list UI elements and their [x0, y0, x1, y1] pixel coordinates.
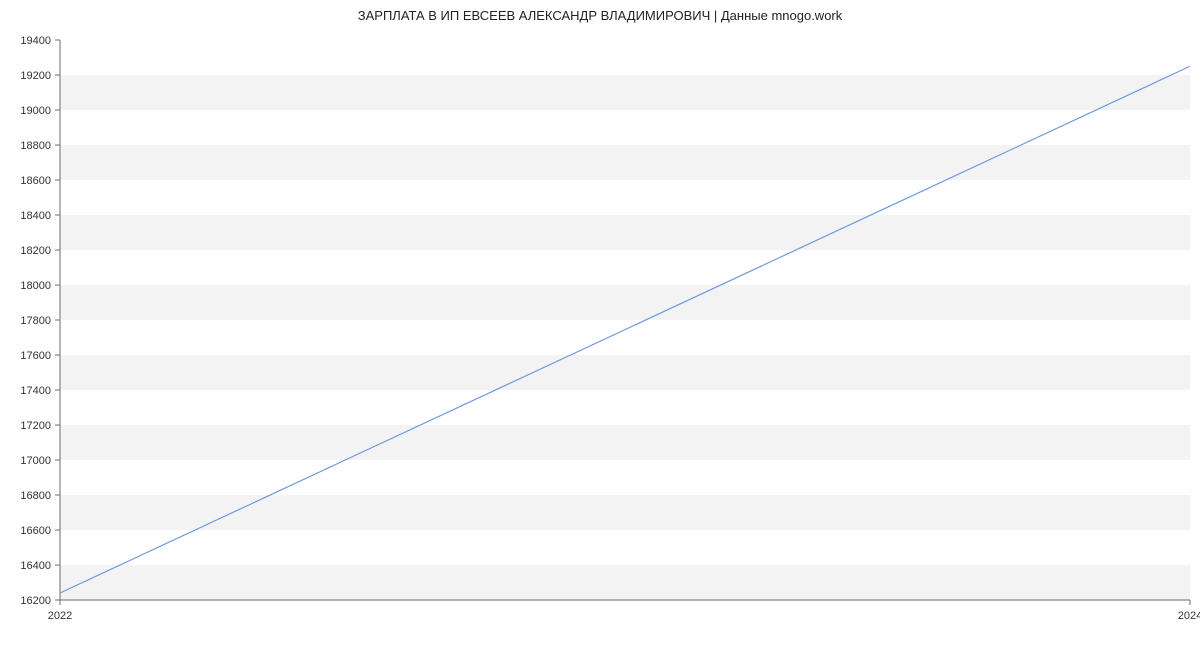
- y-tick-label: 17200: [20, 420, 51, 432]
- y-tick-label: 17000: [20, 455, 51, 467]
- grid-band: [60, 495, 1190, 530]
- grid-band: [60, 145, 1190, 180]
- y-tick-label: 18600: [20, 175, 51, 187]
- y-tick-label: 17800: [20, 315, 51, 327]
- chart-title: ЗАРПЛАТА В ИП ЕВСЕЕВ АЛЕКСАНДР ВЛАДИМИРО…: [0, 8, 1200, 23]
- grid-band: [60, 75, 1190, 110]
- chart-svg: 16200 16400 16600 16800 17000 17200 17400 17600…: [0, 0, 1200, 650]
- grid-band: [60, 355, 1190, 390]
- y-tick-label: 19400: [20, 35, 51, 47]
- y-tick-label: 16800: [20, 490, 51, 502]
- grid-band: [60, 285, 1190, 320]
- y-tick-label: 19000: [20, 105, 51, 117]
- y-tick-label: 16400: [20, 560, 51, 572]
- y-tick-label: 17600: [20, 350, 51, 362]
- x-tick-label: 2022: [48, 610, 72, 622]
- x-tick-label: 2024: [1178, 610, 1200, 622]
- y-tick-label: 18400: [20, 210, 51, 222]
- y-tick-label: 16600: [20, 525, 51, 537]
- y-tick-label: 17400: [20, 385, 51, 397]
- grid-band: [60, 425, 1190, 460]
- salary-line-chart: ЗАРПЛАТА В ИП ЕВСЕЕВ АЛЕКСАНДР ВЛАДИМИРО…: [0, 0, 1200, 650]
- y-tick-label: 16200: [20, 595, 51, 607]
- y-tick-label: 18800: [20, 140, 51, 152]
- grid-band: [60, 215, 1190, 250]
- y-tick-label: 18000: [20, 280, 51, 292]
- y-tick-label: 18200: [20, 245, 51, 257]
- grid-band: [60, 565, 1190, 600]
- y-tick-label: 19200: [20, 70, 51, 82]
